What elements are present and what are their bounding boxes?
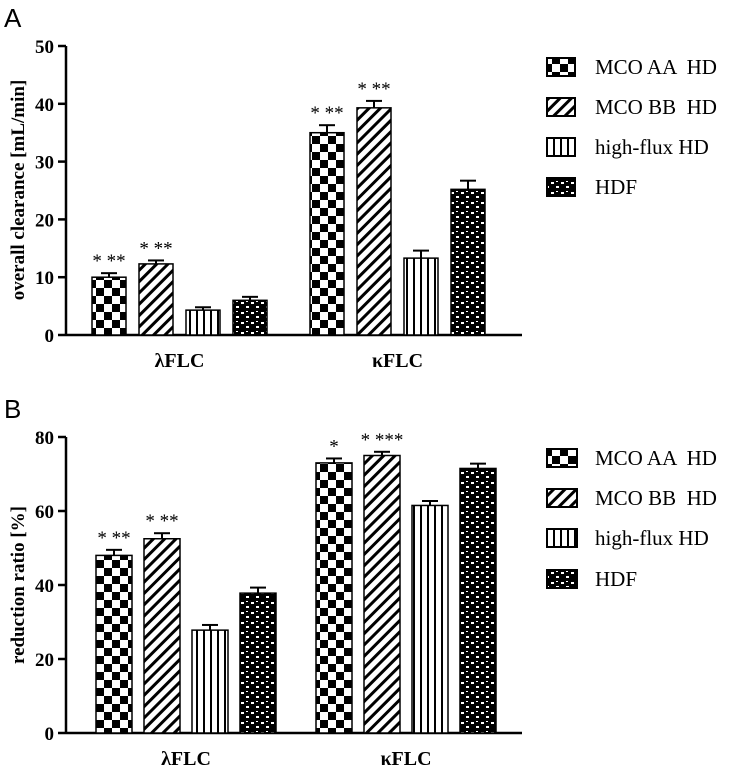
- legend-entry: HDF: [595, 175, 637, 199]
- legend-swatch: [546, 528, 578, 548]
- x-category-label: κFLC: [380, 748, 431, 770]
- legend-swatch: [546, 448, 578, 468]
- bar: [411, 504, 449, 734]
- y-tick-label: 0: [45, 326, 55, 347]
- y-tick-label: 60: [35, 502, 54, 523]
- legend-swatch: [546, 569, 578, 589]
- bar: [309, 131, 345, 336]
- legend-swatch: [546, 137, 576, 157]
- bar: [185, 309, 221, 336]
- y-tick-label: 10: [35, 268, 54, 289]
- bar: [232, 299, 268, 336]
- legend-swatch: [546, 57, 576, 77]
- x-category-label: κFLC: [372, 350, 423, 372]
- bar: [95, 554, 133, 734]
- legend-swatch: [546, 177, 576, 197]
- bar: [239, 592, 277, 734]
- y-tick-label: 0: [45, 724, 55, 745]
- legend-swatch: [546, 488, 578, 508]
- significance-label: * **: [97, 528, 130, 549]
- panel-b-ylabel: reduction ratio [%]: [8, 506, 29, 664]
- bar: [138, 263, 174, 336]
- legend-entry: MCO BB HD: [595, 486, 717, 510]
- y-tick-label: 30: [35, 153, 54, 174]
- y-tick-label: 40: [35, 95, 54, 116]
- y-tick-label: 20: [35, 210, 54, 231]
- y-tick-label: 50: [35, 37, 54, 58]
- legend-entry: high-flux HD: [595, 135, 709, 159]
- legend-swatch: [546, 97, 576, 117]
- panel-a-chart: 0 10 20 30 40 50 * ** * ** * ** * ** λFLC κFLC MCO A…: [35, 37, 717, 372]
- significance-label: * **: [92, 251, 125, 272]
- panel-b-label: B: [4, 394, 21, 424]
- y-tick-label: 40: [35, 576, 54, 597]
- bar: [450, 188, 486, 336]
- significance-label: * **: [145, 511, 178, 532]
- panel-a-label: A: [4, 3, 22, 33]
- bar: [403, 257, 439, 336]
- significance-label: * **: [139, 238, 172, 259]
- x-category-label: λFLC: [161, 748, 211, 770]
- bar: [91, 276, 127, 336]
- legend-entry: high-flux HD: [595, 526, 709, 550]
- bar: [191, 629, 229, 734]
- y-tick-label: 20: [35, 650, 54, 671]
- panel-a-ylabel: overall clearance [mL/min]: [8, 80, 29, 301]
- legend-entry: MCO AA HD: [595, 55, 717, 79]
- x-category-label: λFLC: [155, 350, 205, 372]
- y-tick-label: 80: [35, 428, 54, 449]
- bar: [143, 538, 181, 734]
- legend-entry: HDF: [595, 567, 637, 591]
- bar: [363, 454, 401, 734]
- legend-entry: MCO AA HD: [595, 446, 717, 470]
- significance-label: * ***: [361, 430, 404, 451]
- significance-label: * **: [310, 103, 343, 124]
- legend-entry: MCO BB HD: [595, 95, 717, 119]
- bar: [315, 462, 353, 734]
- bar: [459, 467, 497, 734]
- bar: [356, 107, 392, 336]
- significance-label: * **: [357, 79, 390, 100]
- significance-label: *: [329, 436, 339, 457]
